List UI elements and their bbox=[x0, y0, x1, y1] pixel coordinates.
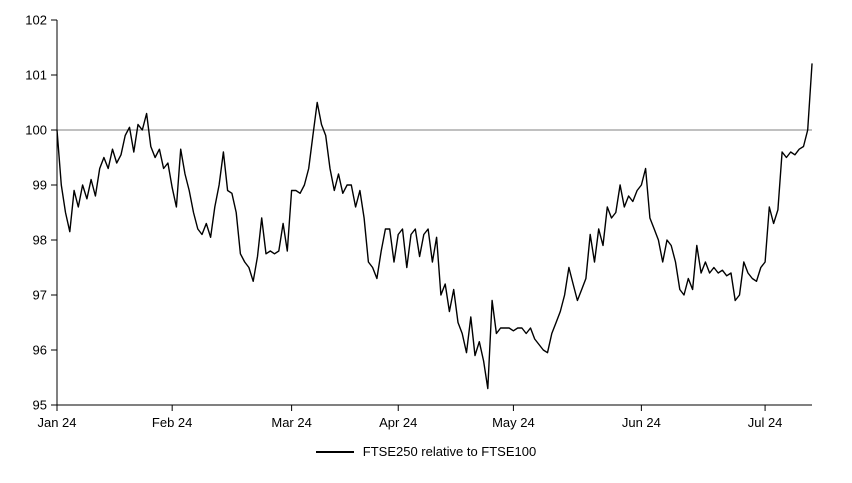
x-tick-label: Jan 24 bbox=[37, 415, 76, 430]
x-tick-label: Jun 24 bbox=[622, 415, 661, 430]
x-tick-label: Feb 24 bbox=[152, 415, 192, 430]
y-tick-label: 99 bbox=[33, 178, 47, 193]
y-tick-label: 95 bbox=[33, 398, 47, 413]
y-tick-label: 98 bbox=[33, 233, 47, 248]
y-tick-label: 101 bbox=[25, 68, 47, 83]
line-chart: 95 96 97 98 99 100 101 102 Jan 24 Feb 24 Mar 24 Apr… bbox=[25, 13, 813, 430]
x-tick-label: Apr 24 bbox=[379, 415, 417, 430]
legend-line-icon bbox=[315, 450, 354, 453]
x-tick-label: Mar 24 bbox=[271, 415, 311, 430]
y-tick-label: 96 bbox=[33, 343, 47, 358]
legend: FTSE250 relative to FTSE100 bbox=[0, 444, 852, 459]
legend-series-label: FTSE250 relative to FTSE100 bbox=[362, 444, 537, 459]
y-tick-label: 97 bbox=[33, 288, 47, 303]
series-line-ftse250-relative-to-ftse100 bbox=[56, 63, 813, 390]
x-tick-label: Jul 24 bbox=[748, 415, 783, 430]
y-tick-label: 102 bbox=[25, 13, 47, 28]
x-tick-label: May 24 bbox=[492, 415, 535, 430]
y-tick-label: 100 bbox=[25, 123, 47, 138]
